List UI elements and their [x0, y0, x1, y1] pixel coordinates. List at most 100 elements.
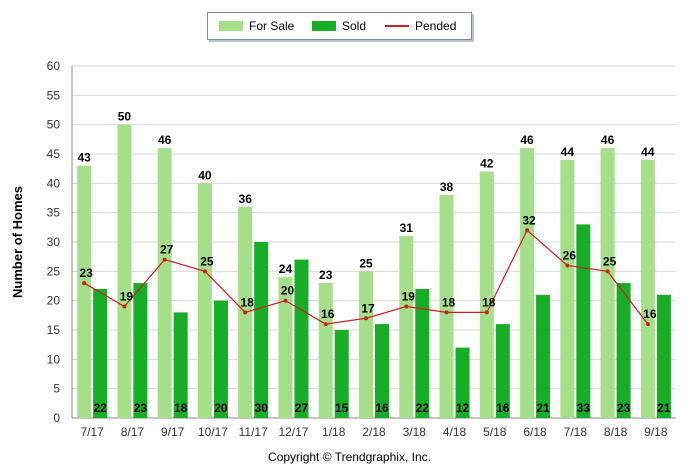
- bar-sold: [495, 324, 510, 418]
- y-tick-label: 60: [47, 59, 61, 73]
- legend-label-pended: Pended: [415, 19, 457, 33]
- pended-point: [323, 322, 328, 327]
- x-tick-label: 7/17: [80, 425, 104, 439]
- y-tick-label: 0: [53, 411, 60, 425]
- data-label-pended: 18: [442, 295, 456, 309]
- bar-for-sale: [399, 236, 414, 418]
- data-label-sold: 22: [416, 401, 430, 415]
- data-label-for-sale: 42: [480, 157, 494, 171]
- data-label-for-sale: 46: [601, 133, 615, 147]
- data-label-for-sale: 44: [561, 145, 575, 159]
- data-label-sold: 16: [496, 401, 510, 415]
- legend-item-pended: Pended: [385, 13, 456, 39]
- data-label-for-sale: 40: [198, 168, 212, 182]
- bar-sold: [576, 224, 591, 418]
- bar-sold: [173, 312, 188, 418]
- for-sale-swatch: [219, 21, 243, 31]
- legend: For Sale Sold Pended: [207, 12, 472, 40]
- pended-line: [82, 228, 650, 327]
- data-label-sold: 20: [214, 401, 228, 415]
- y-tick-label: 25: [47, 264, 61, 278]
- legend-item-for-sale: For Sale: [219, 13, 294, 39]
- pended-point: [605, 269, 610, 274]
- bars: [77, 124, 671, 419]
- bar-sold: [93, 288, 108, 418]
- x-tick-label: 1/18: [322, 425, 346, 439]
- data-label-sold: 15: [335, 401, 349, 415]
- pended-point: [82, 281, 87, 286]
- x-tick-label: 8/18: [604, 425, 628, 439]
- y-tick-label: 20: [47, 294, 61, 308]
- data-label-for-sale: 36: [239, 192, 253, 206]
- pended-point: [645, 322, 650, 327]
- bar-for-sale: [77, 165, 92, 418]
- bar-sold: [294, 259, 309, 418]
- bar-for-sale: [359, 271, 373, 418]
- bar-sold: [334, 330, 349, 418]
- pended-point: [364, 316, 368, 321]
- bar-for-sale: [600, 148, 615, 418]
- y-tick-label: 30: [47, 235, 61, 249]
- data-label-sold: 12: [456, 401, 470, 415]
- sold-swatch: [312, 21, 336, 31]
- y-tick-label: 50: [47, 118, 61, 132]
- data-label-pended: 27: [160, 243, 174, 257]
- x-axis-ticks: 7/17 8/17 9/17 10/17 11/17 12/17 1/18 2/18 3/18 4…: [80, 425, 667, 439]
- data-label-pended: 19: [120, 290, 134, 304]
- bar-sold: [415, 288, 430, 418]
- data-label-for-sale: 25: [359, 256, 373, 270]
- y-axis-ticks: 0 5 10 15 20 25 30 35 40 45 50 55 60: [47, 59, 61, 425]
- legend-item-sold: Sold: [312, 13, 366, 39]
- pended-point: [122, 304, 127, 309]
- copyright-footer: Copyright © Trendgraphix, Inc.: [268, 450, 431, 464]
- data-label-sold: 21: [657, 401, 671, 415]
- data-label-sold: 22: [93, 401, 107, 415]
- bar-sold: [213, 300, 228, 418]
- data-label-pended: 17: [361, 301, 375, 315]
- data-label-for-sale: 46: [520, 133, 534, 147]
- pended-swatch: [385, 25, 409, 27]
- x-tick-label: 4/18: [443, 425, 467, 439]
- y-tick-label: 5: [53, 382, 60, 396]
- grid-lines: [71, 65, 676, 419]
- data-label-for-sale: 44: [641, 145, 655, 159]
- data-label-for-sale: 31: [400, 221, 414, 235]
- bar-for-sale: [520, 148, 535, 418]
- data-label-sold: 30: [255, 401, 269, 415]
- pended-point: [565, 263, 570, 268]
- pended-point: [283, 298, 288, 303]
- x-tick-label: 5/18: [483, 425, 507, 439]
- data-label-pended: 25: [603, 254, 617, 268]
- bar-for-sale: [197, 183, 212, 418]
- bar-for-sale: [560, 159, 575, 418]
- bar-sold: [254, 242, 269, 418]
- pended-point: [243, 310, 248, 315]
- x-tick-label: 8/17: [121, 425, 145, 439]
- data-label-pended: 16: [321, 307, 335, 321]
- data-label-sold: 18: [174, 401, 188, 415]
- data-label-pended: 32: [522, 213, 536, 227]
- pended-point: [162, 257, 167, 262]
- y-tick-label: 55: [47, 88, 61, 102]
- data-label-pended: 18: [241, 295, 255, 309]
- data-label-sold: 33: [577, 401, 591, 415]
- legend-label-sold: Sold: [342, 19, 367, 33]
- data-label-sold: 21: [536, 401, 550, 415]
- x-tick-label: 10/17: [198, 425, 228, 439]
- y-tick-label: 45: [47, 147, 61, 161]
- bar-for-sale: [479, 171, 494, 418]
- data-label-pended: 19: [402, 290, 416, 304]
- data-label-pended: 25: [200, 254, 214, 268]
- data-label-for-sale: 43: [77, 151, 91, 165]
- x-tick-label: 9/18: [644, 425, 668, 439]
- x-tick-label: 6/18: [523, 425, 547, 439]
- data-label-for-sale: 50: [118, 110, 132, 124]
- pended-point: [525, 228, 530, 233]
- bar-for-sale: [278, 277, 293, 418]
- x-tick-label: 9/17: [161, 425, 185, 439]
- x-tick-label: 11/17: [239, 425, 268, 439]
- pended-point: [444, 310, 449, 315]
- data-label-for-sale: 46: [158, 133, 172, 147]
- data-label-pended: 23: [79, 266, 93, 280]
